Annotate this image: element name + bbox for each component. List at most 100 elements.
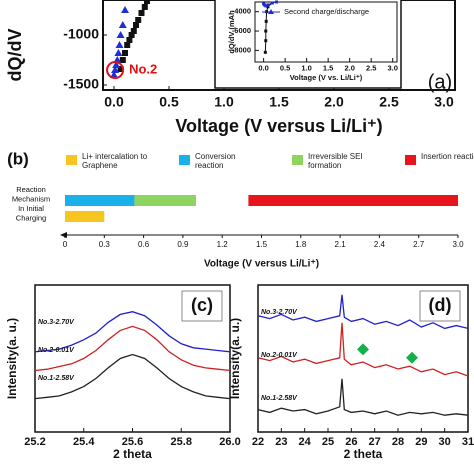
x-tick-label: 1.2: [217, 240, 229, 249]
y-axis-label: Mechanism: [12, 194, 50, 203]
x-tick-label: 2.0: [324, 93, 344, 109]
x-tick-label: 2.4: [374, 240, 386, 249]
panel-label-box: [181, 290, 223, 322]
x-tick-label: 26.0: [219, 436, 240, 448]
x-tick-label: 0.0: [104, 93, 124, 109]
y-axis-label: In Initial: [18, 204, 44, 213]
x-axis-label: Voltage (V versus Li/Li⁺): [175, 116, 382, 136]
x-tick-label: 30: [439, 436, 451, 448]
point: [270, 1, 274, 5]
series-label: No.1-2.58V: [38, 375, 75, 382]
y-axis-label: Intensity(a. u.): [5, 318, 19, 399]
point: [263, 50, 267, 54]
x-tick-label: 0: [63, 240, 68, 249]
panel-label: (b): [7, 149, 29, 168]
x-tick-label: 25.6: [122, 436, 143, 448]
point: [138, 10, 145, 16]
point: [275, 0, 279, 4]
point: [264, 19, 268, 23]
x-tick-label: 24: [299, 436, 312, 448]
x-tick-label: 1.0: [301, 64, 311, 73]
point: [116, 31, 125, 38]
legend-swatch: [405, 155, 416, 165]
plot-frame: [257, 284, 469, 433]
point: [121, 6, 129, 13]
panel-label-box: [419, 290, 461, 322]
y-tick-label: -4000: [232, 7, 251, 16]
legend-marker: [268, 9, 274, 14]
point: [135, 17, 142, 23]
x-tick-label: 0.5: [280, 64, 290, 73]
x-tick-label: 1.5: [256, 240, 268, 249]
point: [115, 41, 124, 48]
x-tick-label: 2.0: [344, 64, 354, 73]
x-tick-label: 0.6: [138, 240, 150, 249]
legend-label: Irreversible SEI formation: [308, 152, 363, 170]
x-tick-label: 0.5: [159, 93, 179, 109]
x-axis-label: 2 theta: [113, 447, 152, 461]
axis-arrow: [60, 232, 67, 238]
x-tick-label: 1.8: [295, 240, 307, 249]
x-tick-label: 3.0: [452, 240, 464, 249]
x-tick-label: 1.0: [214, 93, 234, 109]
range-bar: [134, 195, 196, 206]
panel-label: (c): [191, 295, 213, 315]
panel-label: (a): [428, 71, 452, 93]
point: [114, 49, 123, 56]
point: [266, 3, 270, 7]
point: [119, 57, 126, 63]
x-axis-label: Voltage (V vs. Li/Li⁺): [290, 73, 363, 82]
series-line: [257, 378, 469, 416]
y-tick-label: -6000: [232, 26, 251, 35]
series-label: No.3-2.70V: [38, 319, 75, 326]
point: [111, 66, 120, 73]
x-tick-label: 25.8: [171, 436, 192, 448]
y-axis-label: Intensity(a. u.): [228, 318, 242, 399]
point: [264, 4, 268, 8]
x-tick-label: 25: [322, 436, 334, 448]
y-tick-label: -1000: [63, 26, 99, 42]
point: [126, 37, 133, 43]
x-tick-label: 3.0: [434, 93, 454, 109]
point: [266, 5, 270, 9]
x-tick-label: 3.0: [387, 64, 397, 73]
x-tick-label: 1.5: [323, 64, 333, 73]
point: [110, 71, 118, 78]
y-tick-label: -1500: [63, 76, 99, 92]
series-line: [257, 294, 469, 330]
point: [117, 66, 124, 72]
legend-swatch: [66, 155, 77, 165]
point: [112, 61, 121, 68]
point: [128, 32, 135, 38]
x-tick-label: 27: [369, 436, 381, 448]
range-bar: [248, 195, 458, 206]
x-tick-label: 29: [415, 436, 427, 448]
x-tick-label: 2.5: [366, 64, 376, 73]
series-label: No.3-2.70V: [261, 309, 298, 316]
point: [130, 28, 137, 34]
legend-swatch: [179, 155, 190, 165]
x-tick-label: 28: [392, 436, 404, 448]
x-tick-label: 1.5: [269, 93, 289, 109]
annotation-circle: [106, 61, 125, 79]
point: [264, 29, 268, 33]
point: [264, 39, 268, 43]
series-line: [257, 322, 469, 377]
point: [124, 42, 131, 48]
y-axis-label: dQ/dV (mAh: [227, 10, 236, 54]
point: [133, 22, 139, 28]
point: [118, 21, 127, 28]
x-tick-label: 23: [275, 436, 287, 448]
legend-swatch: [292, 155, 303, 165]
x-tick-label: 0.0: [258, 64, 268, 73]
series-label: No.2-0.01V: [261, 352, 298, 359]
x-tick-label: 0.3: [99, 240, 111, 249]
point: [141, 4, 148, 10]
y-tick-label: -8000: [232, 45, 251, 54]
x-axis-label: Voltage (V versus Li/Li⁺): [204, 259, 319, 270]
annotation: No.2: [129, 61, 157, 76]
marker: [357, 343, 369, 356]
range-bar: [65, 195, 135, 206]
x-tick-label: 22: [252, 436, 264, 448]
